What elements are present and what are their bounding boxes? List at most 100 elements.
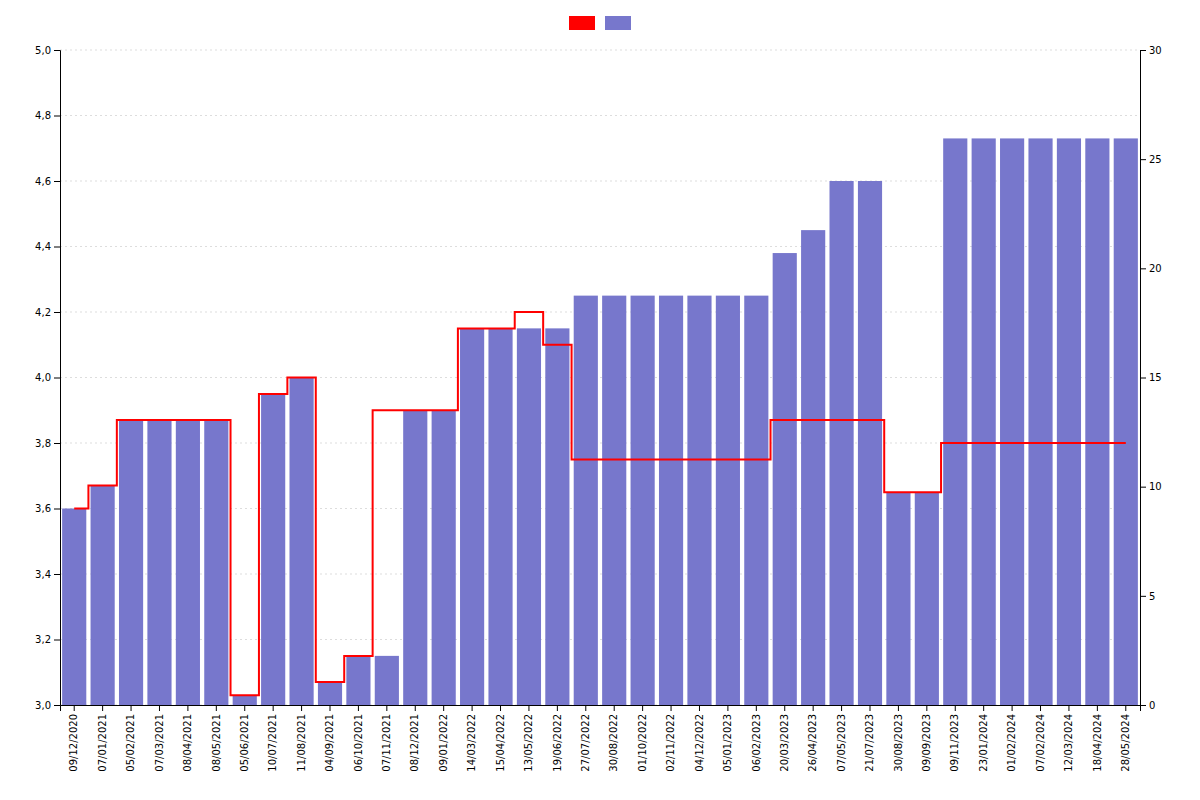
bar (346, 656, 370, 705)
y-tick-mark (54, 378, 60, 379)
bar (716, 296, 740, 705)
y2-tick-label: 15 (1149, 372, 1162, 383)
x-tick-label: 08/05/2021 (211, 714, 222, 772)
x-tick-label: 09/09/2023 (921, 714, 932, 772)
plot-area: 3,03,23,43,63,84,04,24,44,64,85,00510152… (35, 45, 1162, 772)
y-tick-mark (54, 705, 60, 706)
x-tick-label: 05/06/2021 (239, 714, 250, 772)
x-tick-mark (216, 705, 217, 711)
x-tick-label: 09/11/2023 (949, 714, 960, 772)
y2-tick-label: 25 (1149, 154, 1162, 165)
x-tick-label: 30/08/2023 (893, 714, 904, 772)
x-tick-mark (1097, 705, 1098, 711)
bar (1028, 138, 1052, 705)
bar (915, 492, 939, 705)
marks (62, 138, 1138, 705)
x-tick-label: 19/06/2022 (552, 714, 563, 772)
y-tick-label: 3,6 (35, 503, 51, 514)
x-tick: 30/08/2022 (608, 705, 619, 772)
x-tick-label: 07/11/2021 (381, 714, 392, 772)
bar (375, 656, 399, 705)
x-tick-mark (671, 705, 672, 711)
bar (176, 420, 200, 705)
x-tick-label: 15/04/2022 (495, 714, 506, 772)
x-tick-mark (301, 705, 302, 711)
axis-line (1141, 51, 1147, 706)
x-tick-label: 08/12/2021 (409, 714, 420, 772)
y-tick-mark (54, 312, 60, 313)
y-tick: 4,8 (35, 110, 60, 121)
bar (659, 296, 683, 705)
x-tick: 06/02/2023 (751, 705, 762, 772)
x-tick: 13/05/2022 (523, 705, 534, 772)
y2-tick-mark (1140, 159, 1146, 160)
bar (517, 328, 541, 705)
x-tick-label: 12/03/2024 (1063, 714, 1074, 772)
x-tick: 21/07/2023 (864, 705, 875, 772)
bar (830, 181, 854, 705)
bar (119, 420, 143, 705)
x-tick-mark (756, 705, 757, 711)
bar (261, 394, 285, 705)
bar (744, 296, 768, 705)
x-tick: 20/03/2023 (779, 705, 790, 772)
x-tick-label: 10/07/2021 (267, 714, 278, 772)
x-tick-mark (131, 705, 132, 711)
x-tick-mark (699, 705, 700, 711)
x-tick: 30/08/2023 (893, 705, 904, 772)
x-tick-mark (926, 705, 927, 711)
x-tick: 07/05/2023 (836, 705, 847, 772)
bar (233, 695, 257, 705)
x-tick-label: 05/02/2021 (125, 714, 136, 772)
grid-line (60, 50, 1140, 51)
x-tick-mark (1040, 705, 1041, 711)
x-tick-label: 07/02/2024 (1035, 714, 1046, 772)
x-tick-mark (898, 705, 899, 711)
bar (1085, 138, 1109, 705)
x-tick-label: 07/03/2021 (154, 714, 165, 772)
legend (569, 16, 631, 30)
x-tick-mark (187, 705, 188, 711)
y-tick: 3,6 (35, 503, 60, 514)
bar (1114, 138, 1138, 705)
y-tick: 3,4 (35, 569, 60, 580)
bar (147, 420, 171, 705)
y2-tick-label: 10 (1149, 481, 1162, 492)
y2-axis: 051015202530 (1140, 45, 1162, 711)
bar (204, 420, 228, 705)
x-tick: 28/05/2024 (1120, 705, 1131, 772)
x-tick-label: 07/01/2021 (97, 714, 108, 772)
y-tick: 4,6 (35, 176, 60, 187)
x-tick: 10/07/2021 (267, 705, 278, 772)
x-axis: 09/12/202007/01/202105/02/202107/03/2021… (61, 705, 1141, 772)
x-tick-mark (955, 705, 956, 711)
bar (432, 410, 456, 705)
y-tick: 4,2 (35, 307, 60, 318)
x-tick: 09/11/2023 (949, 705, 960, 772)
x-tick-label: 09/01/2022 (438, 714, 449, 772)
y-tick: 4,0 (35, 372, 60, 383)
x-tick-label: 06/10/2021 (353, 714, 364, 772)
bar (460, 328, 484, 705)
legend-swatch (605, 16, 631, 30)
x-tick-label: 20/03/2023 (779, 714, 790, 772)
x-tick-mark (813, 705, 814, 711)
x-tick-label: 21/07/2023 (864, 714, 875, 772)
x-tick-mark (585, 705, 586, 711)
y-tick: 5,0 (35, 45, 60, 56)
y-tick-label: 5,0 (35, 45, 51, 56)
x-tick: 08/05/2021 (211, 705, 222, 772)
y-tick-label: 3,0 (35, 700, 51, 711)
x-tick-mark (1012, 705, 1013, 711)
x-tick-mark (841, 705, 842, 711)
x-tick-mark (472, 705, 473, 711)
x-tick: 12/03/2024 (1063, 705, 1074, 772)
x-tick-label: 05/01/2023 (722, 714, 733, 772)
y-tick-label: 4,4 (35, 241, 51, 252)
axis-line (54, 51, 61, 706)
x-tick-mark (1125, 705, 1126, 711)
bar (62, 509, 86, 706)
bar (574, 296, 598, 705)
grid (60, 50, 1140, 705)
y2-tick: 0 (1140, 700, 1155, 711)
